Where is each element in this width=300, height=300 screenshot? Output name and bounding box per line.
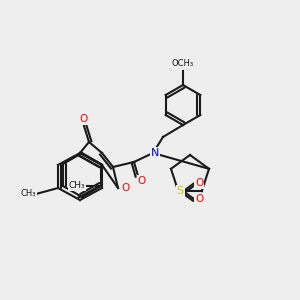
Text: O: O bbox=[121, 183, 129, 193]
Text: OCH₃: OCH₃ bbox=[172, 59, 194, 68]
Text: S: S bbox=[177, 186, 184, 196]
Text: CH₃: CH₃ bbox=[69, 182, 86, 190]
Text: O: O bbox=[195, 194, 203, 204]
Text: O: O bbox=[195, 178, 203, 188]
Text: N: N bbox=[151, 148, 159, 158]
Text: CH₃: CH₃ bbox=[20, 190, 36, 199]
Text: O: O bbox=[138, 176, 146, 186]
Text: O: O bbox=[80, 114, 88, 124]
